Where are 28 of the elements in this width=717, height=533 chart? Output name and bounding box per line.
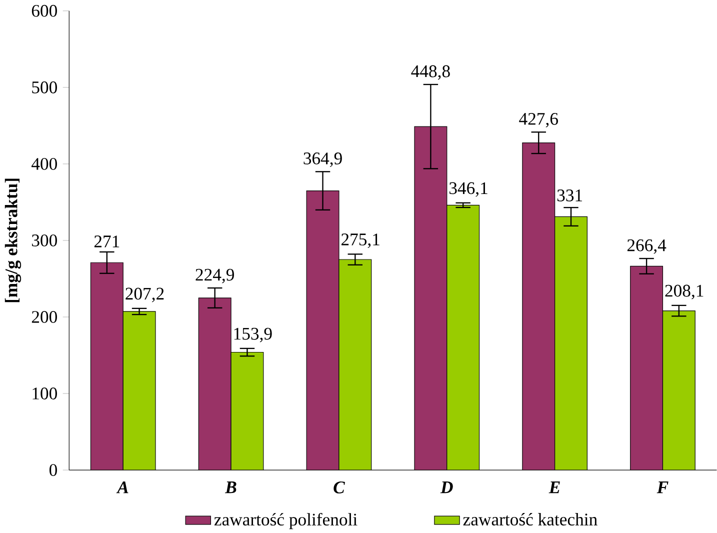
y-tick-label: 200 xyxy=(32,310,57,323)
y-tick-label: 0 xyxy=(49,464,57,476)
data-label: 427,6 xyxy=(519,112,558,128)
data-label: 266,4 xyxy=(627,239,666,254)
y-tick-label: 600 xyxy=(32,4,57,17)
data-label: 346,1 xyxy=(450,182,488,196)
data-label: 448,8 xyxy=(411,65,450,80)
x-tick-label: B xyxy=(224,481,236,493)
data-label: 275,1 xyxy=(342,233,380,248)
data-label: 208,1 xyxy=(665,284,704,300)
x-tick-label: A xyxy=(116,481,128,493)
legend-label: zawartość polifenoli xyxy=(214,512,358,529)
data-label: 153,9 xyxy=(234,328,272,342)
data-label: 207,2 xyxy=(126,288,164,302)
y-tick-label: 100 xyxy=(32,387,57,400)
data-label: 364,9 xyxy=(304,152,342,167)
x-tick-label: D xyxy=(440,481,453,493)
y-axis-title: [mg/g ekstraktu] xyxy=(4,178,22,302)
x-tick-label: E xyxy=(548,481,560,493)
data-label: 271 xyxy=(94,235,120,247)
y-tick-label: 300 xyxy=(32,234,57,246)
data-label: 224,9 xyxy=(196,268,234,284)
data-label: 331 xyxy=(557,189,582,202)
y-tick-label: 400 xyxy=(32,158,57,170)
legend-label: zawartość katechin xyxy=(463,512,598,526)
x-tick-label: F xyxy=(656,481,668,493)
y-tick-label: 500 xyxy=(32,81,57,94)
x-tick-label: C xyxy=(334,481,345,494)
